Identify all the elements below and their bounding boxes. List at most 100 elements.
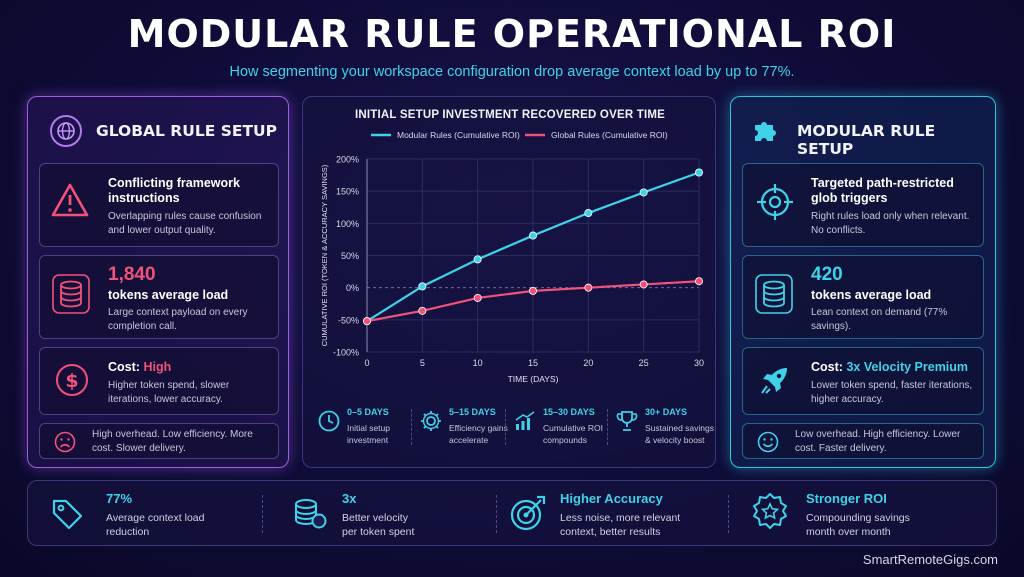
global-token-count: 1,840 [108, 264, 156, 285]
crosshair-icon [755, 182, 795, 227]
phase-text-2: investment [347, 435, 389, 445]
targeted-title: Targeted path-restricted glob triggers [811, 176, 954, 205]
phase-text-1: Efficiency gains [449, 423, 508, 433]
smile-face-icon [757, 431, 779, 458]
modular-token-text: Lean context on demand (77% savings). [811, 307, 948, 332]
global-rule-panel: GLOBAL RULE SETUP Conflicting framework … [27, 96, 289, 468]
benefit-text-2: month over month [806, 526, 891, 538]
phase-title: 30+ DAYS [645, 407, 687, 417]
y-tick-label: 200% [336, 155, 359, 165]
modular-rules-point [639, 188, 648, 197]
phase-text-2: & velocity boost [645, 435, 705, 445]
globe-icon [50, 115, 82, 147]
target-icon [508, 493, 548, 538]
modular-token-count: 420 [811, 264, 843, 285]
phase-divider [411, 409, 412, 445]
conflict-title: Conflicting framework instructions [108, 176, 240, 205]
divider [728, 495, 729, 533]
modular-tokens-card: 420 tokens average load Lean context on … [742, 255, 984, 339]
phase-text-1: Initial setup [347, 423, 390, 433]
database-icon [52, 274, 90, 319]
phase-divider [607, 409, 608, 445]
x-axis-label: TIME (DAYS) [508, 374, 559, 384]
footer-brand[interactable]: SmartRemoteGigs.com [862, 552, 998, 567]
coins-icon [292, 495, 328, 536]
trend-up-icon [513, 409, 537, 438]
global-rules-point [694, 277, 703, 286]
modular-summary-card: Low overhead. High efficiency. Lower cos… [742, 423, 984, 459]
page-title: MODULAR RULE OPERATIONAL ROI [127, 12, 897, 56]
sad-face-icon [54, 431, 76, 458]
benefit-title: Stronger ROI [806, 491, 887, 506]
velocity-card: Cost: 3x Velocity Premium Lower token sp… [742, 347, 984, 415]
x-tick-label: 10 [473, 358, 483, 368]
y-tick-label: 150% [336, 187, 359, 197]
tag-icon [50, 497, 84, 536]
benefit-text-1: Better velocity [342, 512, 408, 524]
benefit-title: Higher Accuracy [560, 491, 663, 506]
y-tick-label: 100% [336, 219, 359, 229]
global-cost: Cost: High [108, 360, 172, 374]
y-tick-label: 0% [346, 283, 359, 293]
phase-title: 0–5 DAYS [347, 407, 389, 417]
benefit-text-2: per token spent [342, 526, 415, 538]
y-axis-label: CUMULATIVE ROI (TOKEN & ACCURACY SAVINGS… [320, 164, 329, 346]
global-rules-point [473, 293, 482, 302]
x-tick-label: 20 [583, 358, 593, 368]
warning-icon [50, 182, 90, 223]
global-rules-point [639, 280, 648, 289]
benefits-strip: 77% Average context load reduction 3x Be… [27, 480, 997, 546]
x-tick-label: 5 [420, 358, 425, 368]
benefit-text-2: reduction [106, 526, 150, 538]
phase-text-1: Cumulative ROI [543, 423, 603, 433]
modular-summary-text: Low overhead. High efficiency. Lower cos… [795, 429, 961, 454]
x-tick-label: 30 [694, 358, 704, 368]
benefit-text-1: Less noise, more relevant [560, 512, 681, 524]
modular-rules-point [528, 231, 537, 240]
global-token-text: Large context payload on every completio… [108, 307, 248, 332]
phase-title: 15–30 DAYS [543, 407, 595, 417]
phase-text-2: compounds [543, 435, 587, 445]
global-panel-title: GLOBAL RULE SETUP [96, 122, 277, 140]
svg-text:$: $ [65, 370, 78, 392]
benefit-text-1: Average context load [106, 512, 205, 524]
modular-rules-point [473, 255, 482, 264]
phase-divider [505, 409, 506, 445]
modular-token-label: tokens average load [811, 288, 932, 302]
x-tick-label: 0 [364, 358, 369, 368]
dollar-icon: $ [54, 362, 90, 403]
global-summary-text: High overhead. Low efficiency. More cost… [92, 429, 253, 454]
roi-line-chart: 200% 150% 100% 50% 0% -50% -100% 0 5 10 15 20 25 30 TI… [320, 130, 704, 384]
phase-title: 5–15 DAYS [449, 407, 496, 417]
benefit-text-2: context, better results [560, 526, 661, 538]
benefit-title: 3x [342, 491, 357, 506]
x-tick-label: 25 [639, 358, 649, 368]
modular-rules-point [584, 209, 593, 218]
modular-cost: Cost: 3x Velocity Premium [811, 360, 969, 374]
page-subtitle: How segmenting your workspace configurat… [229, 64, 795, 80]
y-tick-label: 50% [341, 251, 359, 261]
trophy-icon [615, 409, 639, 438]
global-rules-point [418, 306, 427, 315]
clock-icon [317, 409, 341, 438]
modular-panel-title: MODULAR RULE SETUP [797, 122, 936, 158]
targeted-text: Right rules load only when relevant. No … [811, 211, 970, 236]
y-tick-label: -50% [338, 315, 359, 325]
modular-rules-point [694, 168, 703, 177]
legend-label: Modular Rules (Cumulative ROI) [397, 130, 520, 140]
x-tick-label: 15 [528, 358, 538, 368]
benefit-title: 77% [106, 491, 133, 506]
divider [262, 495, 263, 533]
puzzle-icon [749, 115, 781, 147]
gear-icon [419, 409, 443, 438]
database-icon [755, 274, 793, 319]
medal-icon [752, 492, 788, 539]
rocket-icon [757, 362, 793, 403]
global-token-label: tokens average load [108, 288, 229, 302]
modular-rules-point [418, 282, 427, 291]
global-rules-point [363, 317, 372, 326]
phase-text-2: accelerate [449, 435, 489, 445]
divider [496, 495, 497, 533]
conflict-card: Conflicting framework instructions Overl… [39, 163, 279, 247]
benefit-text-1: Compounding savings [806, 512, 910, 524]
